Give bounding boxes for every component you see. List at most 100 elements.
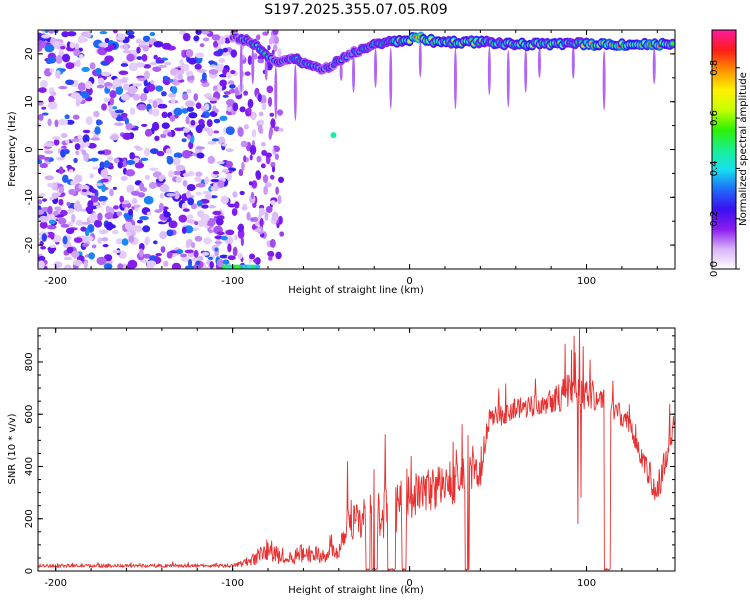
spectrogram-cell [82,134,90,143]
spectrogram-cell [226,71,232,79]
spectrogram-cell [260,141,266,147]
spectrogram-cell [122,49,132,54]
spectrogram-cell [44,156,51,161]
spectrogram-cell [208,68,219,75]
spectrogram-cell [168,220,178,229]
spectrogram-cell [571,45,575,79]
spectrogram-cell [93,110,100,118]
spectrogram-cell [212,170,220,175]
spectrogram-cell [168,92,177,98]
spectrogram-cell [652,47,656,85]
spectrogram-cell [214,108,220,113]
spectrogram-cell [160,91,167,97]
spectrogram-cell [72,259,83,266]
spectrogram-cell [220,195,229,205]
spectrogram-cell [115,238,124,245]
spectrogram-cell [97,212,103,222]
spectrogram-cell [186,183,196,192]
spectrogram-cell [150,79,155,85]
spectrogram-cell [212,210,222,216]
spectrogram-cell [114,109,124,114]
spectrogram-cell [182,32,191,42]
colorbar-tick-label: 0.6 [709,110,720,126]
spectrogram-cell [67,208,75,214]
spectrogram-cell [157,57,162,62]
spectrogram-cell [47,101,58,110]
spectrogram-cell [487,46,491,96]
spectrogram-cell [65,62,75,70]
spectrogram-cell [251,47,255,85]
spectrogram-cell [234,201,240,209]
spectrogram-cell [238,168,244,177]
spectrogram-cell [46,231,55,238]
spectrogram-cell [227,243,232,253]
spectrogram-cell [161,111,168,119]
spectrogram-cell [239,43,243,93]
spectrogram-cell [195,260,201,265]
spectrogram-cell [54,119,59,128]
spectrogram-cell [144,239,149,246]
spectrogram-cell [246,107,252,115]
spectrogram-cell [270,118,276,129]
spectrogram-cell [175,176,182,184]
snr-panel: -200 -100 0 100 0 200 400 600 800 Height of str… [7,327,676,596]
spectrogram-cell [253,258,260,263]
spectrogram-cell [249,144,257,155]
spectrogram-cell [184,249,194,254]
spectrogram-cell [151,108,160,117]
spectrogram-cell [40,39,47,48]
snr-x-tick-label: 100 [577,578,596,589]
spectrogram-cell [524,48,528,93]
spectrogram-cell [194,221,199,226]
spectrogram-cell [267,44,271,51]
spectrogram-cell [267,96,273,107]
spectrogram-cell [276,109,284,116]
spectrogram-cell [162,75,169,81]
snr-y-tick-label: 200 [24,509,35,528]
spectrogram-cell [352,55,356,93]
spectrogram-cell [58,198,64,206]
colorbar-tick-label: 0.2 [709,211,720,227]
spectrogram-cell [271,211,279,222]
spectrogram-cell [202,190,212,195]
spectrogram-cell [126,231,132,237]
spectrogram-cell [129,107,136,115]
spectrogram-cell [53,210,59,216]
spectrogram-cell [222,94,229,98]
spectrogram-cell [196,146,205,150]
spectrogram-cell [53,261,63,269]
spectrogram-cell [277,48,282,58]
spectrogram-cell [204,176,209,185]
spectrogram-cell [271,165,276,173]
spectrogram-cell [97,77,105,86]
spectrogram-marks [38,30,675,269]
spectrogram-cell [97,237,102,245]
spectrogram-cell [38,205,42,211]
spectrogram-cell [143,64,151,69]
spectrogram-cell [66,246,74,254]
spectrogram-cell [40,245,47,250]
spectrogram-cell [89,157,99,162]
spectrogram-cell [152,100,158,109]
spectrogram-cell [101,183,106,193]
spectrogram-cell [86,30,92,38]
spectrogram-cell [185,239,191,249]
spectrogram-cell [273,126,280,132]
spectrogram-x-label: Height of straight line (km) [288,285,424,296]
spectrogram-cell [195,124,203,134]
spectrogram-cell [133,145,141,149]
spectrogram-cell [80,226,87,232]
spectrogram-cell [128,208,134,216]
spectrogram-cell [199,43,205,48]
snr-background [38,328,675,571]
spectrogram-cell [38,40,42,45]
spectrogram-cell [173,170,181,176]
spectrogram-cell [208,60,215,65]
spectrogram-cell [257,93,262,102]
spectrogram-cell [200,114,206,118]
spectrogram-panel: S197.2025.355.07.05.R09 -200 -100 0 100 201… [7,2,676,296]
spectrogram-cell [116,211,123,217]
spectrogram-cell [125,160,136,165]
spectrogram-cell [55,55,63,64]
